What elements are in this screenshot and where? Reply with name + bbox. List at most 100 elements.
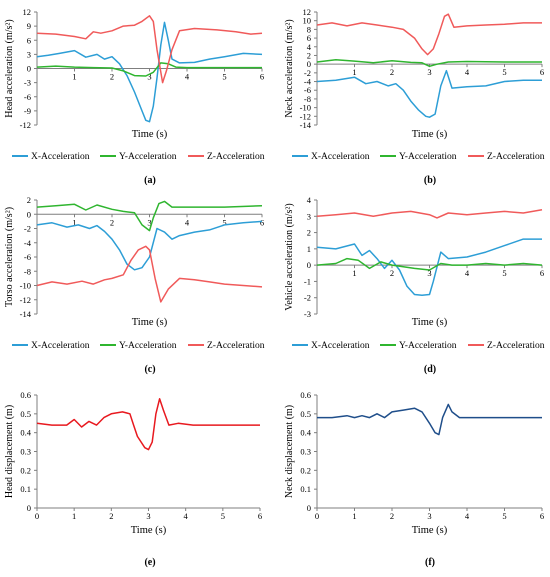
legend-label: X-Acceleration xyxy=(31,152,90,162)
panel-label: (e) xyxy=(144,557,155,568)
x-tick-label: 0 xyxy=(35,511,39,521)
y-tick-label: -4 xyxy=(304,77,312,87)
series-line-x-acceleration xyxy=(36,220,263,271)
x-tick-label: 1 xyxy=(352,268,356,278)
y-tick-label: -2 xyxy=(24,224,31,234)
y-tick-label: 0 xyxy=(27,64,31,74)
series-line-y-acceleration xyxy=(36,62,262,77)
x-tick-label: 6 xyxy=(540,268,544,278)
y-tick-label: -6 xyxy=(304,85,311,95)
y-tick-label: -12 xyxy=(300,111,311,121)
y-tick-label: 12 xyxy=(303,7,312,17)
legend: X-Acceleration Y-Acceleration Z-Accelerati… xyxy=(12,341,265,351)
legend-label: Z-Acceleration xyxy=(207,152,265,162)
y-tick-label: 0.2 xyxy=(300,465,311,475)
x-tick-label: 1 xyxy=(72,511,76,521)
legend: X-Acceleration Y-Acceleration Z-Accelerati… xyxy=(292,341,545,351)
x-tick-label: 6 xyxy=(260,217,264,227)
y-tick-label: 0.5 xyxy=(300,409,311,419)
y-tick-label: 10 xyxy=(303,16,312,26)
y-tick-label: 0.5 xyxy=(20,409,31,419)
y-tick-label: 4 xyxy=(307,195,312,205)
y-tick-label: 6 xyxy=(307,33,311,43)
x-axis-title: Time (s) xyxy=(132,317,168,328)
x-tick-label: 2 xyxy=(390,268,394,278)
panel-label: (a) xyxy=(144,175,156,186)
y-tick-label: 4 xyxy=(307,42,312,52)
series-line-z-acceleration xyxy=(316,209,543,219)
y-tick-label: 0.6 xyxy=(20,390,31,400)
y-tick-label: -8 xyxy=(304,94,311,104)
y-tick-label: -12 xyxy=(20,295,31,305)
legend-label: Y-Acceleration xyxy=(399,152,457,162)
y-tick-label: 0.2 xyxy=(20,465,31,475)
panel-3: 2 0 -2 -4 -6 -8 -10 -12 -14 1 2 3 4 5 6 Time (s) Torso a… xyxy=(4,195,265,375)
y-tick-label: -10 xyxy=(300,103,311,113)
x-axis-title: Time (s) xyxy=(412,525,448,536)
y-axis-title: Neck displacement (m) xyxy=(284,405,295,498)
y-tick-label: 2 xyxy=(307,228,311,238)
legend-label: Y-Acceleration xyxy=(399,341,457,351)
x-tick-label: 4 xyxy=(185,217,190,227)
series-line-x-acceleration xyxy=(316,69,542,118)
y-axis-title: Torso acceleration (m/s²) xyxy=(4,207,15,307)
x-tick-label: 3 xyxy=(427,67,431,77)
panel-6: 0.6 0.5 0.4 0.3 0.2 0.1 00 1 2 3 4 5 6 Time (s) Neck d… xyxy=(284,390,544,568)
x-tick-label: 5 xyxy=(502,268,506,278)
x-tick-label: 3 xyxy=(427,268,431,278)
x-tick-label: 3 xyxy=(147,217,151,227)
y-tick-label: -3 xyxy=(24,78,31,88)
y-tick-label: 0.6 xyxy=(300,390,311,400)
panel-5: 0.6 0.5 0.4 0.3 0.2 0.1 00 1 2 3 4 5 6 Time (s) Head d… xyxy=(4,390,262,568)
y-tick-label: 6 xyxy=(27,35,31,45)
x-tick-label: 4 xyxy=(465,67,470,77)
y-tick-label: 0 xyxy=(27,503,31,513)
x-tick-label: 5 xyxy=(221,511,225,521)
y-tick-label: 12 xyxy=(23,7,32,17)
y-tick-label: 2 xyxy=(27,195,31,205)
y-tick-label: 0.1 xyxy=(300,484,311,494)
panel-label: (b) xyxy=(424,175,436,186)
x-tick-label: 4 xyxy=(185,72,190,82)
series-line-x-acceleration xyxy=(36,21,263,123)
y-tick-label: -9 xyxy=(24,106,31,116)
y-tick-label: -10 xyxy=(20,281,31,291)
panel-label: (f) xyxy=(425,557,435,568)
series-line-z-acceleration xyxy=(36,245,263,303)
y-tick-label: 0 xyxy=(307,260,311,270)
y-tick-label: 0 xyxy=(307,503,311,513)
x-axis-title: Time (s) xyxy=(132,129,168,140)
x-tick-label: 2 xyxy=(110,72,114,82)
x-tick-label: 5 xyxy=(222,72,226,82)
y-axis-title: Head acceleration (m/s²) xyxy=(4,19,15,118)
x-tick-label: 2 xyxy=(390,67,394,77)
series-line-y-acceleration xyxy=(316,59,542,68)
y-tick-label: 1 xyxy=(307,244,311,254)
y-tick-label: 3 xyxy=(307,211,311,221)
x-tick-label: 6 xyxy=(540,511,544,521)
x-tick-label: 5 xyxy=(502,67,506,77)
legend: X-Acceleration Y-Acceleration Z-Accelerati… xyxy=(292,152,545,162)
x-axis-title: Time (s) xyxy=(131,525,167,536)
y-tick-label: 0.4 xyxy=(20,428,31,438)
panel-label: (c) xyxy=(144,364,155,375)
y-tick-label: -2 xyxy=(304,68,311,78)
x-tick-label: 1 xyxy=(352,67,356,77)
legend-label: X-Acceleration xyxy=(31,341,90,351)
x-tick-label: 6 xyxy=(540,67,544,77)
y-tick-label: 0.3 xyxy=(20,447,31,457)
series-line-neck-displacement xyxy=(317,403,542,436)
legend-label: Z-Acceleration xyxy=(487,152,545,162)
y-tick-label: -14 xyxy=(300,120,312,130)
series-line-y-acceleration xyxy=(316,257,543,271)
y-tick-label: 0 xyxy=(307,59,311,69)
y-tick-label: 0.4 xyxy=(300,428,311,438)
x-tick-label: 1 xyxy=(352,511,356,521)
legend-label: X-Acceleration xyxy=(311,341,370,351)
legend-label: Z-Acceleration xyxy=(207,341,265,351)
x-tick-label: 4 xyxy=(465,268,470,278)
series-line-y-acceleration xyxy=(36,200,263,232)
x-tick-label: 3 xyxy=(147,72,151,82)
y-tick-label: -4 xyxy=(24,238,32,248)
